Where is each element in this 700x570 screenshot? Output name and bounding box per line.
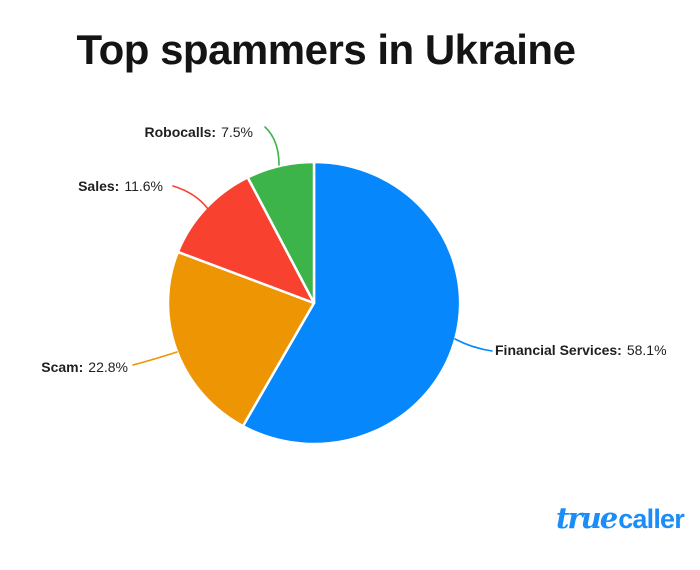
leader-line-robocalls — [264, 126, 280, 166]
slice-label-value: 22.8% — [88, 359, 128, 375]
truecaller-logo: truecaller — [556, 501, 685, 541]
pie-slice-scam — [166, 250, 316, 428]
leader-line-financial-services — [454, 338, 493, 352]
logo-text-caller: caller — [618, 504, 685, 534]
slice-label-name: Financial Services: — [495, 342, 622, 358]
logo-text-true: true — [556, 501, 618, 535]
slice-label-financial-services: Financial Services: 58.1% — [495, 342, 667, 358]
slice-label-value: 7.5% — [221, 124, 253, 140]
slice-label-scam: Scam: 22.8% — [8, 359, 128, 375]
slice-label-sales: Sales: 11.6% — [8, 178, 163, 194]
slice-label-value: 58.1% — [626, 342, 667, 358]
leader-line-sales — [172, 185, 209, 210]
slice-label-name: Robocalls: — [144, 124, 217, 140]
slice-label-value: 11.6% — [124, 178, 163, 194]
slice-label-robocalls: Robocalls: 7.5% — [8, 124, 254, 140]
pie-slice-sales — [176, 176, 316, 305]
leader-line-scam — [132, 351, 178, 366]
slice-label-name: Sales: — [78, 178, 120, 194]
chart-title: Top spammers in Ukraine — [76, 26, 576, 73]
slice-label-name: Scam: — [41, 359, 84, 375]
pie-slice-robocalls — [246, 160, 316, 305]
